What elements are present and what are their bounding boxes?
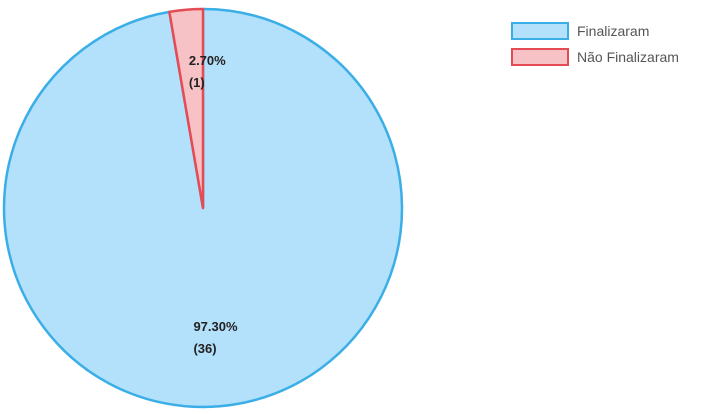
pie-slice-n-o-finalizaram (168, 7, 205, 210)
slice-count-label: (36) (193, 341, 216, 356)
pie-slice-labels: 97.30% (36) 2.70% (1) (189, 53, 238, 356)
slice-percent-label: 97.30% (193, 319, 238, 334)
legend-label: Finalizaram (577, 23, 649, 39)
legend-swatch (511, 48, 569, 66)
legend-label: Não Finalizaram (577, 49, 679, 65)
legend-swatch (511, 22, 569, 40)
slice-count-label: (1) (189, 75, 205, 90)
pie-slices (2, 7, 404, 409)
legend: Finalizaram Não Finalizaram (511, 22, 679, 66)
slice-percent-label: 2.70% (189, 53, 226, 68)
